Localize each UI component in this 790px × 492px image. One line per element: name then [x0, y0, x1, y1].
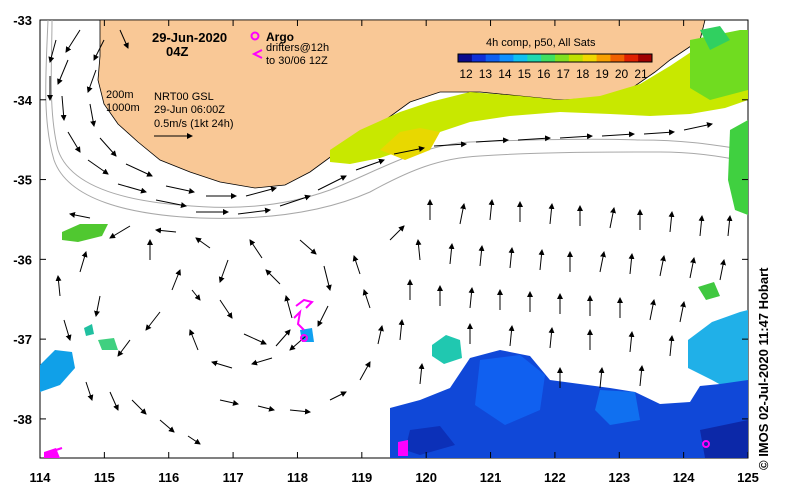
- x-tick-label: 116: [158, 470, 179, 485]
- colorbar-border: [457, 53, 653, 63]
- x-tick-label: 122: [544, 470, 566, 485]
- colorbar-segment: [568, 54, 584, 62]
- colorbar-tick-label: 15: [518, 67, 532, 81]
- x-tick-label: 120: [415, 470, 437, 485]
- y-tick-label: -37: [13, 332, 32, 347]
- sst-colorbar-ticks: 12 13 14 15 16 17 18 19 20 21: [459, 67, 648, 81]
- x-tick-label: 118: [287, 470, 308, 485]
- colorbar-segment: [582, 54, 598, 62]
- colorbar-segment: [541, 54, 556, 62]
- drifter-legend-icon: [251, 49, 263, 59]
- colorbar-tick-label: 18: [576, 67, 590, 81]
- sst-patches: [40, 26, 748, 458]
- colorbar-segment: [527, 54, 542, 62]
- isobath-1000-label: 1000m: [106, 102, 140, 114]
- scale-arrow-label: 0.5m/s (1kt 24h): [154, 118, 233, 130]
- drifter-tracks: [49, 298, 314, 453]
- credit-label: © IMOS 02-Jul-2020 11:47 Hobart: [756, 267, 771, 471]
- x-tick-label: 124: [673, 470, 695, 485]
- x-tick-label: 125: [737, 470, 759, 485]
- altimetry-time-label: 29-Jun 06:00Z: [154, 104, 225, 116]
- isobath-200-label: 200m: [106, 89, 134, 101]
- colorbar-segment: [471, 54, 487, 62]
- date-label: 29-Jun-2020: [152, 30, 227, 45]
- drifter-legend-line2: to 30/06 12Z: [266, 55, 328, 67]
- colorbar-segment: [610, 54, 625, 62]
- colorbar-tick-label: 13: [479, 67, 493, 81]
- y-tick-label: -38: [13, 412, 32, 427]
- argo-legend-icon: [250, 31, 260, 41]
- colorbar-segment: [638, 54, 653, 62]
- x-tick-label: 117: [223, 470, 244, 485]
- x-tick-label: 123: [608, 470, 630, 485]
- sst-title: 4h comp, p50, All Sats: [486, 37, 596, 49]
- y-tick-label: -33: [13, 13, 32, 28]
- sst-colorbar: [457, 53, 653, 63]
- y-tick-label: -35: [13, 173, 32, 188]
- colorbar-tick-label: 14: [498, 67, 512, 81]
- colorbar-tick-label: 19: [595, 67, 609, 81]
- hour-label: 04Z: [166, 44, 188, 59]
- argo-floats: [300, 334, 710, 448]
- y-tick-label: -34: [13, 93, 33, 108]
- colorbar-segment: [499, 54, 514, 62]
- y-tick-label: -36: [13, 252, 32, 267]
- drifter-legend-line1: drifters@12h: [266, 42, 329, 54]
- colorbar-tick-label: 12: [459, 67, 473, 81]
- colorbar-tick-label: 17: [557, 67, 571, 81]
- current-arrows: [47, 29, 733, 445]
- x-tick-label: 121: [480, 470, 502, 485]
- colorbar-segment: [624, 54, 639, 62]
- colorbar-segment: [458, 54, 473, 62]
- colorbar-segment: [513, 54, 528, 62]
- colorbar-tick-label: 20: [615, 67, 629, 81]
- altimetry-source-label: NRT00 GSL: [154, 91, 214, 103]
- colorbar-segment: [596, 54, 611, 62]
- x-tick-label: 115: [94, 470, 115, 485]
- argo-legend-label: Argo: [266, 30, 294, 44]
- colorbar-tick-label: 16: [537, 67, 551, 81]
- x-tick-label: 114: [30, 470, 52, 485]
- y-axis-ticks: -33 -34 -35 -36 -37 -38: [13, 13, 748, 427]
- x-tick-label: 119: [351, 470, 372, 485]
- colorbar-segment: [555, 54, 570, 62]
- x-axis-ticks: 114 115 116 117 118 119 120 121 122 123 124 125: [30, 20, 759, 485]
- isobaths: [45, 20, 748, 219]
- colorbar-tick-label: 21: [634, 67, 648, 81]
- colorbar-segment: [485, 54, 501, 62]
